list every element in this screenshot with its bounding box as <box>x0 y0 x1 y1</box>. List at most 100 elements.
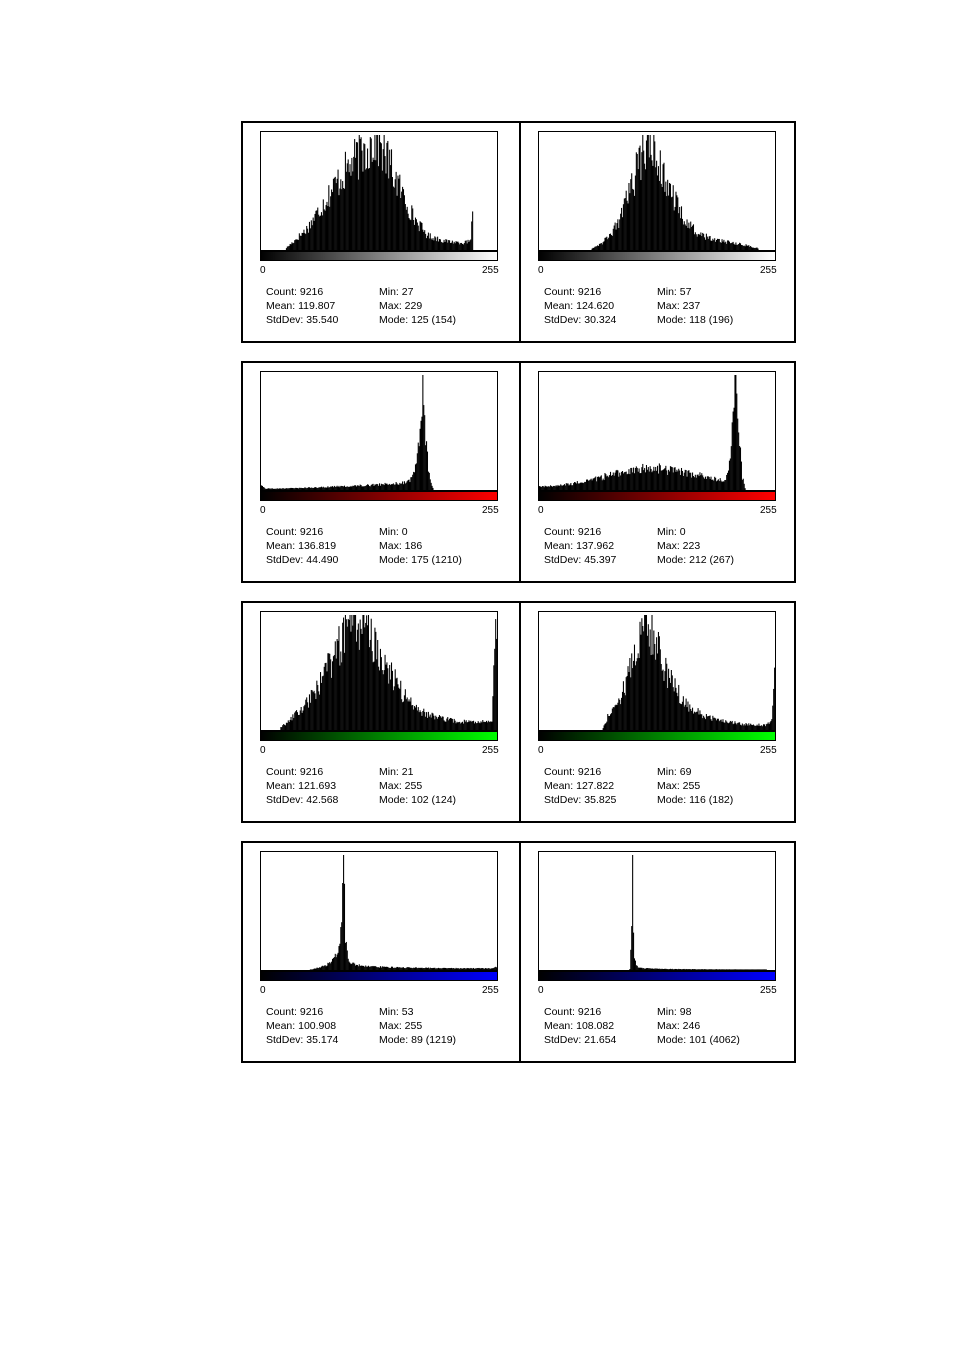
histogram-bar <box>680 467 683 490</box>
histogram-bar <box>398 178 400 250</box>
histogram-bar <box>368 168 370 250</box>
histogram-bar <box>737 722 739 730</box>
histogram-bar <box>410 220 412 250</box>
histogram-bar <box>337 486 339 490</box>
histogram-bar <box>541 486 543 490</box>
histogram-bar <box>688 969 690 970</box>
histogram-bar <box>314 693 316 730</box>
histogram-bar <box>443 967 445 970</box>
histogram-bar <box>390 967 392 970</box>
histogram-bar <box>560 484 562 490</box>
histogram-bar <box>472 211 474 250</box>
histogram-bar <box>640 634 642 730</box>
histogram-bar <box>367 966 369 970</box>
histogram-bar <box>282 488 284 490</box>
histogram-bar <box>601 480 603 490</box>
histogram-bar <box>666 470 668 490</box>
histogram-bar <box>676 969 678 970</box>
histogram-bar <box>411 205 413 250</box>
histogram-bar <box>704 969 706 970</box>
histogram-bar <box>599 476 601 490</box>
histogram-bar <box>601 244 603 250</box>
stat-count: Count: 9216 <box>544 286 602 298</box>
histogram-bar <box>478 722 480 730</box>
stat-mean: Mean: 124.620 <box>544 300 615 312</box>
histogram-bar <box>569 484 571 490</box>
histogram-bar <box>661 186 663 250</box>
histogram-bar <box>725 241 727 250</box>
histogram-bar <box>636 153 638 250</box>
histogram-bar <box>329 206 331 250</box>
histogram-bar <box>755 725 757 730</box>
histogram-bar <box>335 486 337 490</box>
histogram-bar <box>640 180 642 250</box>
histogram-bar <box>746 245 748 250</box>
histogram-bar <box>473 723 476 730</box>
histogram-bar <box>750 723 752 730</box>
axis-min-label: 0 <box>260 985 266 996</box>
histogram-bar <box>587 480 589 490</box>
histogram-bar <box>431 712 433 730</box>
histogram-bar <box>423 708 425 730</box>
histogram-bar <box>379 670 381 730</box>
histogram-bar <box>388 178 390 250</box>
histogram-bar <box>733 723 735 730</box>
histogram-bar <box>302 710 304 730</box>
histogram-bar <box>396 483 398 490</box>
histogram-bar <box>749 725 751 730</box>
histogram-bar <box>319 487 321 490</box>
histogram-bar <box>618 227 620 250</box>
histogram-bar <box>330 486 332 490</box>
histogram-bar <box>343 855 345 970</box>
histogram-bar <box>637 653 639 730</box>
histogram-bar <box>610 475 612 490</box>
histogram-bar <box>379 483 381 490</box>
histogram-bar <box>608 477 610 490</box>
histogram-bar <box>407 213 409 250</box>
histogram-bar <box>414 224 416 250</box>
histogram-bar <box>341 662 343 730</box>
histogram-bar <box>563 484 565 490</box>
histogram-bar <box>321 965 323 970</box>
histogram-bar <box>304 487 306 490</box>
histogram-bar <box>671 196 673 250</box>
histogram-plot <box>260 371 498 491</box>
histogram-bar <box>376 659 378 730</box>
histogram-bar <box>343 617 345 730</box>
histogram-bar <box>718 238 720 250</box>
histogram-bar <box>714 969 716 970</box>
histogram-bar <box>718 481 720 490</box>
histogram-bar <box>626 200 628 250</box>
histogram-bar <box>628 183 630 250</box>
histogram-bar <box>320 215 322 250</box>
histogram-bar <box>748 723 750 730</box>
histogram-bar <box>667 179 669 250</box>
histogram-bar <box>662 469 664 490</box>
histogram-bar <box>740 244 742 250</box>
histogram-bar <box>646 135 648 250</box>
histogram-bar <box>473 968 476 970</box>
histogram-bar <box>269 488 271 490</box>
histogram-bar <box>379 648 381 730</box>
histogram-bar <box>761 725 763 730</box>
histogram-bar <box>460 242 462 250</box>
histogram-bar <box>293 488 295 490</box>
histogram-bar <box>353 615 355 730</box>
axis-min-label: 0 <box>260 265 266 276</box>
histogram-bar <box>764 726 766 730</box>
histogram-bar <box>694 474 696 490</box>
histogram-bar <box>632 855 634 970</box>
histogram-bar <box>735 375 737 490</box>
histogram-bar <box>747 245 749 250</box>
histogram-bar <box>412 474 414 490</box>
histogram-bar <box>751 969 754 970</box>
histogram-bar <box>716 481 718 490</box>
histogram-bar <box>626 675 628 730</box>
histogram-bar <box>312 969 314 970</box>
histogram-bar <box>695 234 697 250</box>
histogram-bar <box>701 473 703 490</box>
histogram-bar <box>380 483 382 490</box>
histogram-bar <box>645 472 647 490</box>
histogram-bar <box>471 968 473 970</box>
histogram-bar <box>650 968 652 970</box>
